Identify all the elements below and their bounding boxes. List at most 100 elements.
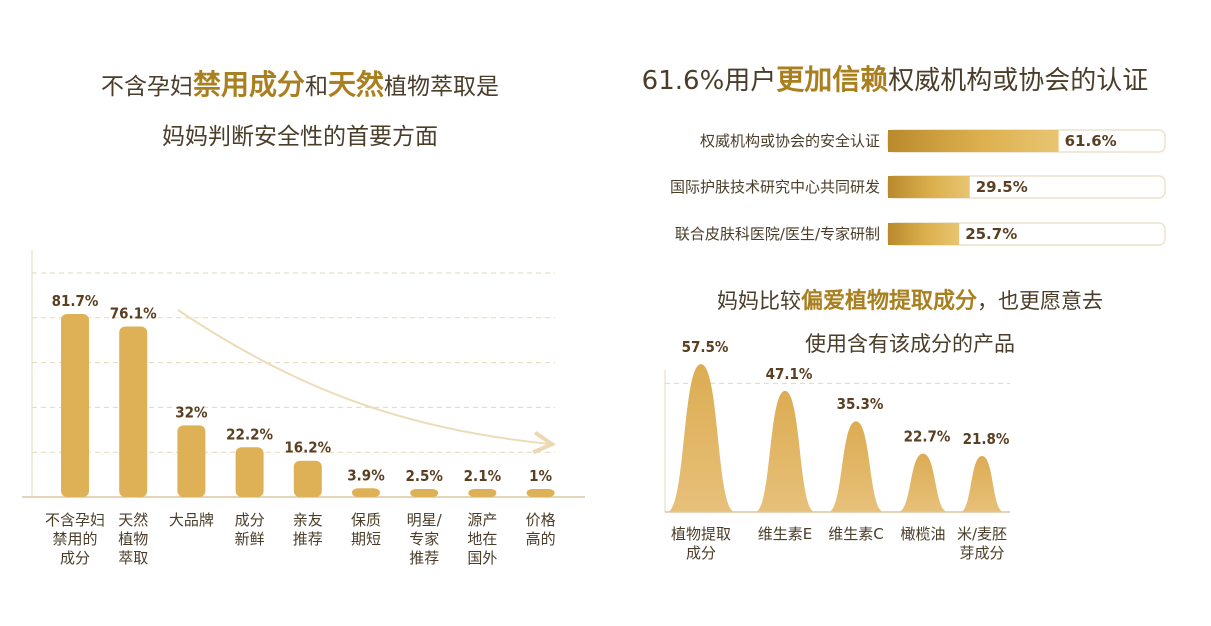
peak-shape xyxy=(960,455,1004,512)
title-text: ，也更愿意去 xyxy=(977,289,1103,313)
category-line: 禁用的 xyxy=(52,530,97,548)
category-line: 植物 xyxy=(118,530,148,548)
bar xyxy=(352,488,380,497)
bar-category-label: 价格高的 xyxy=(526,511,556,548)
horizontal-bar-chart: 权威机构或协会的安全认证 61.6% 国际护肤技术研究中心共同研发 29.5% 联合皮肤… xyxy=(670,129,1166,246)
title-highlight: 天然 xyxy=(328,68,385,101)
category-line: 高的 xyxy=(526,530,556,548)
peak-category-label: 维生素E xyxy=(758,525,812,543)
bar-value-label: 2.5% xyxy=(405,467,443,485)
category-line: 成分 xyxy=(60,549,90,567)
hbar-category-label: 国际护肤技术研究中心共同研发 xyxy=(670,178,880,196)
hbar-category-label: 权威机构或协会的安全认证 xyxy=(700,132,880,150)
bar xyxy=(526,489,555,497)
title-text: 61.6%用户 xyxy=(641,66,777,96)
peak-category-label: 橄榄油 xyxy=(900,525,945,543)
category-line: 亲友 xyxy=(293,511,323,529)
bar-value-label: 81.7% xyxy=(52,292,99,310)
bar-category-label: 不含孕妇禁用的成分 xyxy=(45,511,105,567)
bar-value-label: 1% xyxy=(529,467,552,485)
hbar-fill xyxy=(888,176,970,198)
left-chart-title: 不含孕妇禁用成分和天然植物萃取是 妈妈判断安全性的首要方面 xyxy=(30,60,570,162)
vertical-bar-chart: 81.7%不含孕妇禁用的成分76.1%天然植物萃取32%大品牌22.2%成分新鲜… xyxy=(22,250,585,567)
category-line: 新鲜 xyxy=(235,530,265,548)
bar xyxy=(61,313,89,497)
trend-arrow xyxy=(177,309,550,444)
category-line: 推荐 xyxy=(293,530,323,548)
bar-category-label: 天然植物萃取 xyxy=(118,511,148,567)
category-line: 源产 xyxy=(467,511,497,529)
bar-value-label: 3.9% xyxy=(347,466,385,484)
category-line: 芽成分 xyxy=(959,544,1004,562)
category-line: 维生素C xyxy=(828,525,883,543)
bar-value-label: 2.1% xyxy=(464,467,502,485)
category-line: 成分 xyxy=(686,544,716,562)
hbar-fill xyxy=(888,130,1059,152)
category-line: 大品牌 xyxy=(169,511,214,529)
peak-value-label: 22.7% xyxy=(904,428,951,446)
right-chart-title: 61.6%用户更加信赖权威机构或协会的认证 xyxy=(600,58,1190,103)
bar xyxy=(177,425,206,497)
title-highlight: 偏爱植物提取成分 xyxy=(800,289,977,314)
category-line: 价格 xyxy=(526,511,556,529)
peak-value-label: 35.3% xyxy=(837,395,884,413)
category-line: 国外 xyxy=(467,549,497,567)
bar-category-label: 源产地在国外 xyxy=(467,511,497,567)
title-text: 和 xyxy=(305,74,328,100)
category-line: 不含孕妇 xyxy=(45,511,105,529)
bar-value-label: 76.1% xyxy=(110,305,157,323)
category-line: 维生素E xyxy=(758,525,812,543)
category-line: 萃取 xyxy=(118,549,148,567)
hbar-value-label: 61.6% xyxy=(1065,132,1117,150)
title-text: 植物萃取是 xyxy=(384,74,500,100)
peak-shape xyxy=(755,390,815,512)
peak-value-label: 47.1% xyxy=(766,365,813,383)
category-line: 推荐 xyxy=(409,549,439,567)
bar xyxy=(235,447,264,497)
category-line: 橄榄油 xyxy=(900,525,945,543)
hbar-value-label: 29.5% xyxy=(976,178,1028,196)
bar-category-label: 亲友推荐 xyxy=(293,511,323,548)
category-line: 天然 xyxy=(118,511,148,529)
bar xyxy=(410,489,439,497)
title-highlight: 禁用成分 xyxy=(192,68,305,101)
category-line: 成分 xyxy=(235,511,265,529)
peak-shape xyxy=(828,421,884,512)
peak-title-line2: 使用含有该成分的产品 xyxy=(805,332,1015,356)
bar-value-label: 16.2% xyxy=(284,439,331,457)
left-title-line1: 不含孕妇禁用成分和天然植物萃取是 xyxy=(30,60,570,112)
category-line: 米/麦胚 xyxy=(957,525,1007,543)
category-line: 植物提取 xyxy=(671,525,731,543)
peak-shape xyxy=(898,453,948,512)
hbar-category-label: 联合皮肤科医院/医生/专家研制 xyxy=(675,225,880,243)
bar xyxy=(119,326,148,497)
category-line: 保质 xyxy=(351,511,381,529)
peak-value-label: 57.5% xyxy=(682,338,729,356)
title-highlight: 更加信赖 xyxy=(776,63,889,96)
category-line: 地在 xyxy=(467,530,497,548)
peak-shape xyxy=(667,364,735,512)
peak-category-label: 维生素C xyxy=(828,525,883,543)
peak-chart-title: 妈妈比较偏爱植物提取成分，也更愿意去 使用含有该成分的产品 xyxy=(640,280,1180,365)
hbar-value-label: 25.7% xyxy=(965,225,1017,243)
left-title-line2: 妈妈判断安全性的首要方面 xyxy=(162,124,438,150)
bar xyxy=(293,460,322,497)
bar-category-label: 保质期短 xyxy=(351,511,381,548)
category-line: 专家 xyxy=(409,530,439,548)
hbar-fill xyxy=(888,223,960,245)
peak-category-label: 植物提取成分 xyxy=(671,525,731,562)
peak-category-label: 米/麦胚芽成分 xyxy=(957,525,1007,562)
peak-value-label: 21.8% xyxy=(963,430,1010,448)
title-text: 妈妈比较 xyxy=(716,289,801,313)
bar-category-label: 明星/专家推荐 xyxy=(407,511,443,567)
title-text: 权威机构或协会的认证 xyxy=(888,66,1149,96)
bar xyxy=(468,489,497,497)
category-line: 期短 xyxy=(351,530,381,548)
peak-title-line1: 妈妈比较偏爱植物提取成分，也更愿意去 xyxy=(640,280,1180,323)
title-text: 不含孕妇 xyxy=(100,74,193,100)
bar-category-label: 大品牌 xyxy=(169,511,214,529)
category-line: 明星/ xyxy=(407,511,443,529)
bar-value-label: 32% xyxy=(175,403,208,421)
bar-category-label: 成分新鲜 xyxy=(235,511,265,548)
